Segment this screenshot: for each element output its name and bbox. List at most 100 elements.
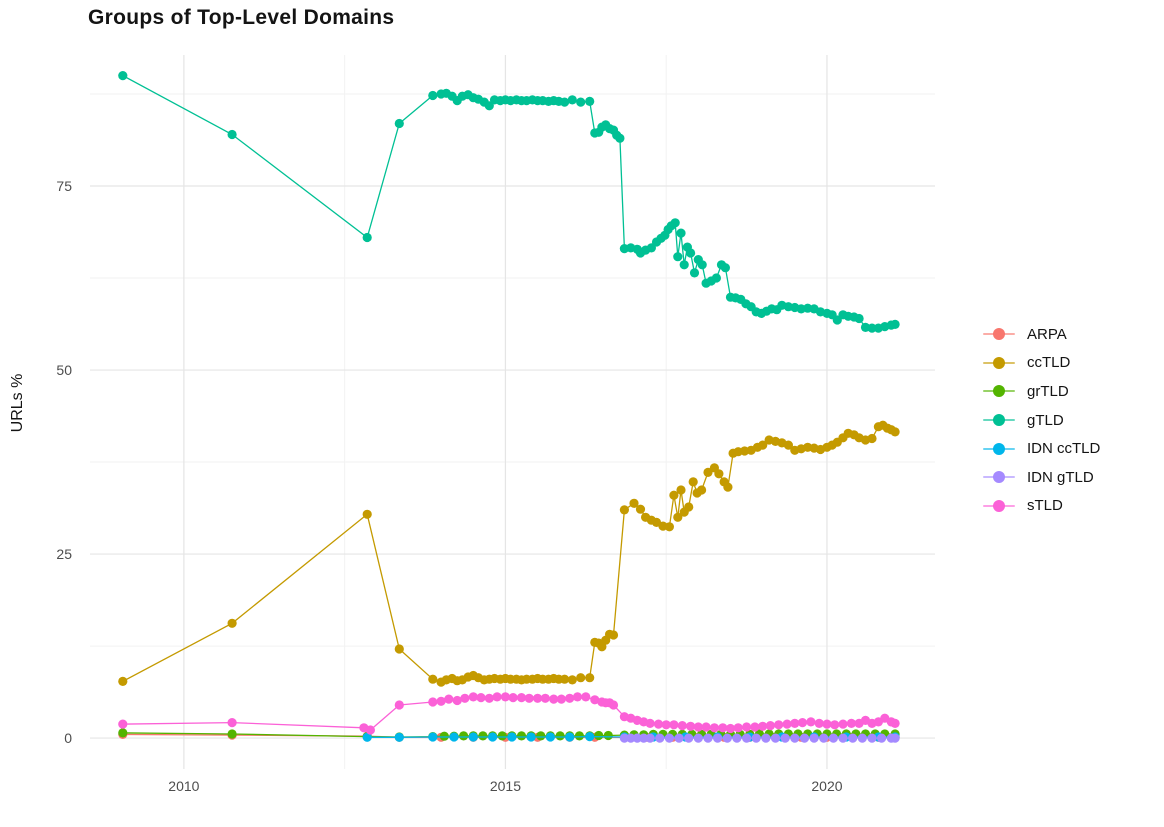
data-point-gtld — [697, 260, 707, 270]
data-point-cctld — [362, 509, 372, 519]
data-point-stld — [693, 722, 703, 732]
data-point-stld — [118, 719, 128, 729]
data-point-gtld — [676, 228, 686, 238]
legend-label: ARPA — [1027, 325, 1067, 343]
data-point-cctld — [560, 674, 570, 684]
data-point-stld — [549, 694, 559, 704]
data-point-stld — [227, 718, 237, 728]
data-point-gtld — [394, 118, 404, 129]
data-point-stld — [565, 693, 575, 703]
data-point-idn-cctld — [449, 732, 459, 742]
data-point-stld — [436, 696, 446, 706]
data-point-cctld — [867, 433, 877, 444]
data-point-stld — [733, 723, 743, 733]
data-point-grtld — [536, 731, 546, 741]
data-point-stld — [725, 723, 736, 734]
data-point-grtld — [439, 731, 449, 741]
data-point-cctld — [684, 502, 694, 512]
data-point-gtld — [854, 313, 864, 324]
x-tick-label: 2020 — [811, 778, 842, 794]
x-tick-label: 2010 — [168, 778, 199, 794]
data-point-cctld — [118, 676, 128, 687]
legend-key-icon — [983, 356, 1015, 370]
data-point-gtld — [689, 268, 700, 278]
y-tick-label: 50 — [56, 362, 72, 378]
data-point-cctld — [758, 440, 768, 450]
data-point-cctld — [664, 522, 675, 532]
data-point-stld — [686, 721, 696, 731]
y-tick-label: 75 — [56, 178, 72, 194]
data-point-idn-gtld — [761, 733, 771, 743]
data-point-idn-cctld — [526, 732, 536, 742]
data-point-stld — [484, 693, 494, 703]
data-point-idn-gtld — [703, 733, 713, 743]
data-point-gtld — [118, 71, 128, 81]
data-point-stld — [500, 692, 510, 702]
legend: ARPA ccTLD grTLD gTLD IDN ccTLD IDN gTLD sTLD — [983, 320, 1100, 520]
data-point-idn-cctld — [428, 732, 438, 742]
data-point-stld — [645, 718, 655, 729]
data-point-stld — [669, 720, 679, 730]
legend-item-grtld: grTLD — [983, 377, 1100, 406]
legend-item-idn-gtld: IDN gTLD — [983, 463, 1100, 492]
data-point-stld — [556, 694, 567, 704]
data-point-idn-gtld — [693, 733, 703, 743]
data-point-stld — [838, 719, 848, 729]
data-point-gtld — [560, 97, 570, 107]
data-point-idn-gtld — [655, 733, 665, 743]
data-point-stld — [782, 719, 792, 729]
data-point-stld — [508, 693, 518, 703]
data-point-grtld — [459, 731, 469, 741]
legend-key-icon — [983, 327, 1015, 341]
legend-label: IDN gTLD — [1027, 468, 1094, 486]
data-point-gtld — [227, 129, 237, 140]
data-point-idn-gtld — [838, 733, 848, 743]
data-point-cctld — [703, 467, 713, 477]
data-point-idn-gtld — [645, 733, 655, 743]
legend-key-icon — [983, 413, 1015, 427]
data-point-idn-cctld — [507, 732, 517, 742]
data-point-idn-gtld — [819, 733, 829, 743]
data-point-stld — [533, 693, 543, 703]
data-point-stld — [790, 718, 800, 729]
y-tick-label: 25 — [56, 546, 72, 562]
data-point-stld — [765, 721, 776, 731]
data-point-stld — [677, 721, 687, 731]
data-point-cctld — [714, 469, 724, 479]
data-point-idn-gtld — [867, 733, 877, 743]
data-point-cctld — [723, 482, 733, 492]
data-point-idn-gtld — [742, 733, 752, 743]
legend-item-gtld: gTLD — [983, 406, 1100, 435]
data-point-idn-gtld — [828, 733, 839, 743]
legend-key-icon — [983, 442, 1015, 456]
data-point-gtld — [673, 252, 683, 262]
y-axis-title: URLs % — [9, 373, 26, 433]
data-point-cctld — [394, 644, 404, 654]
data-point-cctld — [428, 674, 438, 684]
data-point-idn-gtld — [626, 733, 636, 743]
legend-label: gTLD — [1027, 411, 1064, 429]
data-point-stld — [608, 700, 619, 710]
data-point-idn-gtld — [619, 733, 630, 743]
data-point-cctld — [227, 618, 237, 628]
data-point-cctld — [697, 485, 707, 495]
data-point-gtld — [720, 263, 731, 273]
data-point-stld — [797, 718, 808, 728]
data-point-idn-gtld — [751, 733, 761, 743]
data-point-stld — [709, 723, 720, 733]
data-point-cctld — [669, 490, 679, 500]
legend-key-icon — [983, 499, 1015, 513]
data-point-stld — [365, 725, 375, 735]
data-point-gtld — [567, 95, 577, 105]
data-point-stld — [750, 722, 760, 732]
legend-label: grTLD — [1027, 382, 1069, 400]
legend-label: ccTLD — [1027, 354, 1071, 372]
data-point-stld — [653, 719, 664, 729]
data-point-grtld — [516, 731, 527, 741]
data-point-stld — [806, 717, 816, 727]
data-point-idn-gtld — [684, 733, 694, 743]
legend-item-cctld: ccTLD — [983, 349, 1100, 378]
data-point-idn-cctld — [394, 732, 404, 742]
data-point-grtld — [118, 728, 128, 738]
